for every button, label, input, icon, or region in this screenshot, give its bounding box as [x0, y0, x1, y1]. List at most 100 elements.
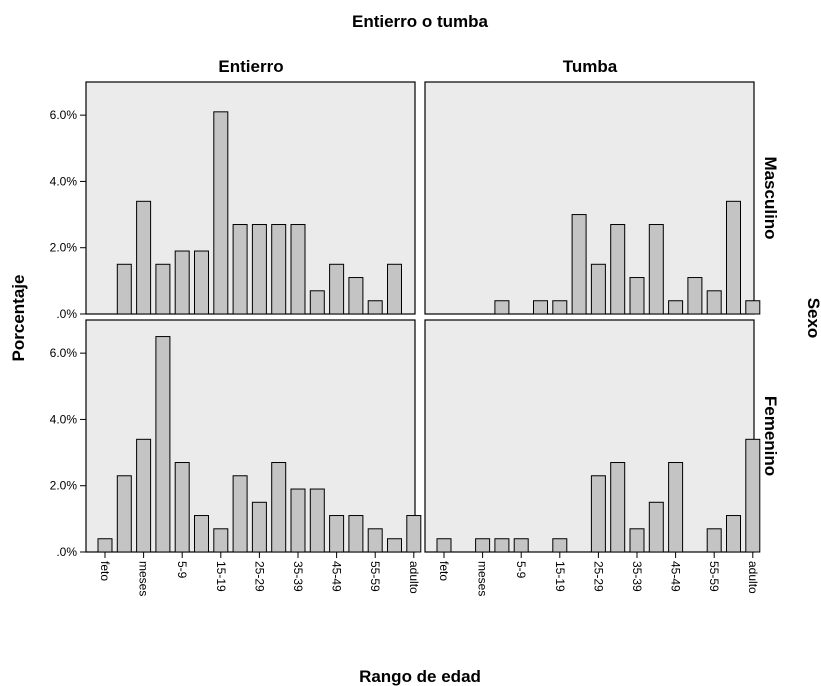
bar [436, 538, 452, 553]
bar [136, 438, 152, 553]
row-facet-label: Sexo [804, 298, 821, 339]
panel-background [85, 81, 416, 315]
column-label-entierro: Entierro [218, 57, 283, 76]
bar [475, 538, 491, 553]
bar [136, 200, 152, 315]
x-tick-label: 5-9 [175, 561, 189, 579]
y-tick-label: 6.0% [50, 346, 78, 360]
panel-background [424, 81, 755, 315]
bar [97, 538, 113, 553]
bar [194, 250, 209, 315]
y-tick-label: .0% [56, 307, 77, 321]
bar [251, 501, 267, 553]
bar [116, 475, 132, 553]
bar [533, 300, 548, 315]
panel-femenino-tumba [424, 319, 761, 553]
bar [174, 462, 190, 553]
x-tick-label: adulto [746, 561, 760, 594]
bar [687, 277, 703, 315]
x-tick-label: 15-19 [214, 561, 228, 592]
bar [367, 300, 383, 315]
x-tick-label: 25-29 [252, 561, 266, 592]
bar [232, 224, 248, 315]
x-tick-label: 25-29 [591, 561, 605, 592]
bar [232, 475, 248, 553]
bar [726, 515, 741, 553]
bar [329, 263, 345, 315]
x-tick-label: 5-9 [514, 561, 528, 579]
bar [513, 538, 529, 553]
bar [155, 336, 171, 553]
x-tick-label: adulto [407, 561, 421, 594]
bar [116, 263, 132, 315]
chart-title: Entierro o tumba [352, 12, 489, 31]
bar [494, 300, 510, 315]
bar [648, 224, 664, 315]
axes-layer: .0% 2.0% 4.0% 6.0% .0% 2.0% 4.0% 6.0% feto meses 5… [50, 108, 760, 596]
y-tick-label: 2.0% [50, 479, 78, 493]
bar [706, 528, 722, 553]
bar [668, 300, 684, 315]
x-tick-label: 45-49 [669, 561, 683, 592]
bar [706, 290, 722, 315]
bar [290, 224, 306, 315]
panel-background [85, 319, 416, 553]
bar [494, 538, 510, 553]
bar [348, 515, 364, 553]
x-tick-label: feto [98, 561, 112, 581]
bar [629, 277, 645, 315]
bar [726, 200, 741, 315]
bar [552, 538, 568, 553]
bar [213, 111, 229, 315]
bar [590, 475, 606, 553]
bar [329, 515, 345, 553]
bar [155, 263, 171, 315]
bar [590, 263, 606, 315]
x-tick-label: 15-19 [553, 561, 567, 592]
bar [629, 528, 645, 553]
row-label-femenino: Femenino [761, 396, 780, 476]
bar [387, 538, 402, 553]
x-tick-label: meses [137, 561, 151, 596]
column-label-tumba: Tumba [563, 57, 618, 76]
y-tick-label: 4.0% [50, 412, 78, 426]
bar [213, 528, 229, 553]
y-axis-label: Porcentaje [9, 275, 28, 362]
bar [745, 300, 761, 315]
x-tick-label: 35-39 [630, 561, 644, 592]
panel-masculino-entierro [85, 81, 416, 315]
bar [290, 488, 306, 553]
x-tick-label: 55-59 [707, 561, 721, 592]
y-tick-label: 6.0% [50, 108, 78, 122]
bar [668, 462, 684, 553]
x-tick-label: feto [437, 561, 451, 581]
bar [387, 263, 402, 315]
x-tick-label: 35-39 [291, 561, 305, 592]
bar [271, 462, 287, 553]
bar [610, 462, 626, 553]
bar [348, 277, 364, 315]
panel-femenino-entierro [85, 319, 422, 553]
bar [251, 224, 267, 315]
bar [309, 290, 325, 315]
bar [367, 528, 383, 553]
panels-layer [85, 81, 761, 553]
y-tick-label: 2.0% [50, 241, 78, 255]
bar [745, 438, 761, 553]
x-tick-label: 55-59 [368, 561, 382, 592]
row-label-masculino: Masculino [761, 156, 780, 239]
x-tick-label: 45-49 [330, 561, 344, 592]
bar [610, 224, 626, 315]
bar [571, 214, 587, 315]
bar [174, 250, 190, 315]
bar [406, 515, 422, 553]
bar [309, 488, 325, 553]
bar [194, 515, 209, 553]
bar [552, 300, 568, 315]
bar [271, 224, 287, 315]
x-axis-label: Rango de edad [359, 667, 481, 686]
panel-background [424, 319, 755, 553]
bar [648, 501, 664, 553]
panel-masculino-tumba [424, 81, 761, 315]
